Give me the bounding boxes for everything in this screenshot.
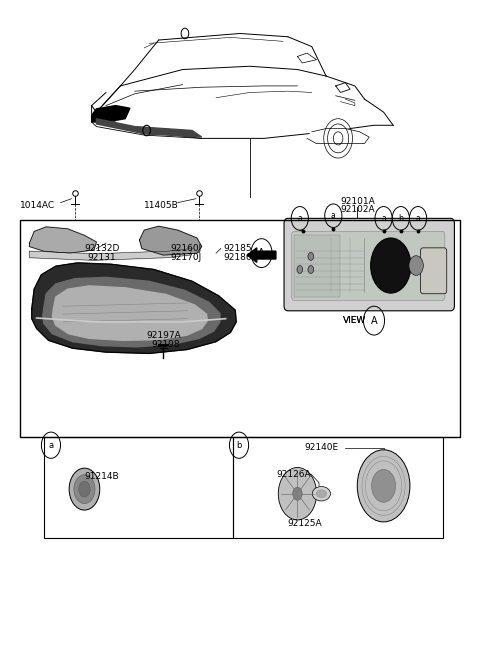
Text: 92160J: 92160J xyxy=(170,244,202,253)
Circle shape xyxy=(74,475,95,503)
Polygon shape xyxy=(307,129,369,144)
Polygon shape xyxy=(140,226,202,255)
Bar xyxy=(20,220,460,437)
FancyArrow shape xyxy=(247,248,276,262)
Polygon shape xyxy=(29,227,96,253)
Polygon shape xyxy=(29,248,192,260)
Text: 92186: 92186 xyxy=(223,253,252,262)
Circle shape xyxy=(79,482,90,497)
Text: 92126A: 92126A xyxy=(276,470,311,478)
Text: VIEW: VIEW xyxy=(343,316,366,325)
Text: a: a xyxy=(381,214,386,223)
Circle shape xyxy=(308,265,314,273)
Text: 92197A: 92197A xyxy=(147,330,181,340)
Circle shape xyxy=(297,265,303,273)
Bar xyxy=(44,437,233,538)
Circle shape xyxy=(278,468,317,520)
Bar xyxy=(294,235,339,297)
Polygon shape xyxy=(52,286,207,340)
Text: 92170J: 92170J xyxy=(170,253,202,262)
Text: 92185: 92185 xyxy=(223,244,252,253)
Polygon shape xyxy=(96,119,202,137)
Circle shape xyxy=(371,238,411,293)
Text: 92198: 92198 xyxy=(152,340,180,349)
Text: 92140E: 92140E xyxy=(305,443,339,452)
Circle shape xyxy=(308,252,314,260)
Polygon shape xyxy=(43,277,220,347)
Text: 92125A: 92125A xyxy=(288,520,323,528)
Text: A: A xyxy=(258,248,265,258)
Text: 92132D: 92132D xyxy=(84,244,120,253)
Text: 92131: 92131 xyxy=(88,253,117,262)
Bar xyxy=(233,437,444,538)
FancyBboxPatch shape xyxy=(284,218,455,311)
Text: 91214B: 91214B xyxy=(84,472,119,480)
Text: a: a xyxy=(416,214,420,223)
Circle shape xyxy=(357,450,410,522)
Text: a: a xyxy=(48,441,53,449)
Text: a: a xyxy=(298,214,302,223)
Text: b: b xyxy=(398,214,403,223)
Circle shape xyxy=(293,487,302,500)
Ellipse shape xyxy=(316,489,326,497)
Text: 1014AC: 1014AC xyxy=(20,201,55,210)
Text: 92102A: 92102A xyxy=(340,206,375,214)
Circle shape xyxy=(409,256,423,275)
FancyBboxPatch shape xyxy=(420,248,447,294)
Text: VIEW: VIEW xyxy=(343,316,366,325)
Text: A: A xyxy=(371,315,377,326)
Ellipse shape xyxy=(312,486,330,501)
FancyBboxPatch shape xyxy=(292,231,445,300)
Circle shape xyxy=(69,468,100,510)
Text: 11405B: 11405B xyxy=(144,201,179,210)
Text: a: a xyxy=(331,212,336,220)
Text: 92101A: 92101A xyxy=(340,197,375,206)
Polygon shape xyxy=(32,263,236,353)
Text: b: b xyxy=(236,441,242,449)
Polygon shape xyxy=(92,106,130,122)
Circle shape xyxy=(372,470,396,502)
